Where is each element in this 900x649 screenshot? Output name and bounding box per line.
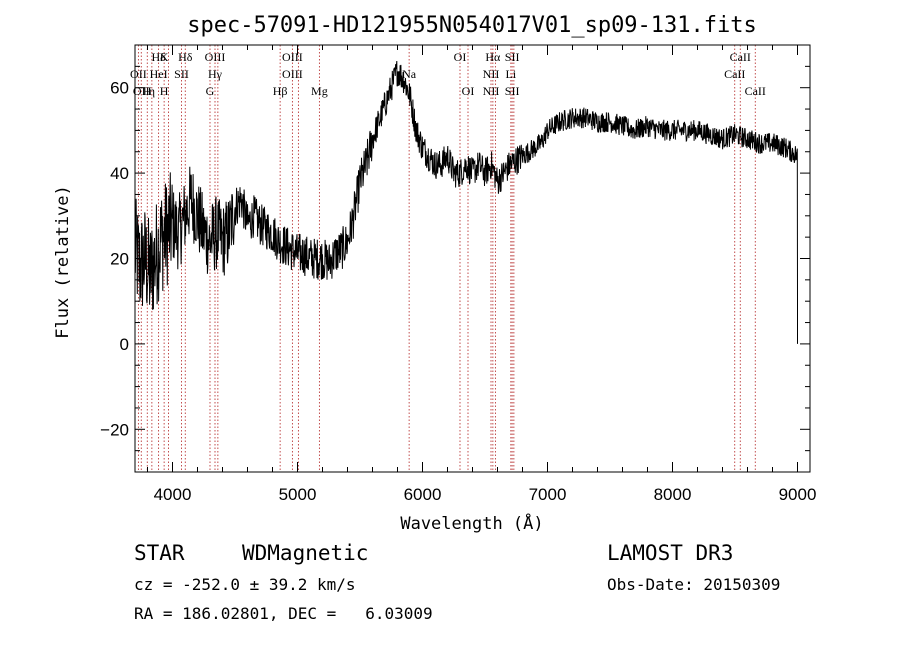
- observation-date: Obs-Date: 20150309: [607, 575, 780, 594]
- line-marker-label: η: [149, 84, 155, 98]
- line-marker-label: SII: [174, 67, 189, 81]
- spectral-line-labels: OIIOIIHηHδHeIKHSIIHδGOIIIHγHβOIIIOIIIMgN…: [130, 50, 766, 98]
- x-tick-label: 9000: [779, 485, 817, 504]
- y-tick-label: 20: [110, 250, 129, 269]
- y-axis-label: Flux (relative): [53, 185, 73, 339]
- y-tick-label: 0: [120, 335, 129, 354]
- line-marker-label: OIII: [205, 50, 226, 64]
- y-axis-ticks: −20 0 20 40 60: [100, 44, 810, 473]
- line-marker-label: OII: [130, 67, 147, 81]
- y-tick-label: 40: [110, 164, 129, 183]
- spectral-line-markers: [137, 45, 756, 472]
- line-marker-label: HeI: [150, 67, 168, 81]
- x-tick-label: 7000: [529, 485, 567, 504]
- spectrum-line: [134, 60, 798, 344]
- line-marker-label: SII: [505, 84, 520, 98]
- line-marker-label: OIII: [282, 50, 303, 64]
- line-marker-label: CaII: [724, 67, 745, 81]
- x-axis-label: Wavelength (Å): [400, 512, 543, 534]
- line-marker-label: Hβ: [273, 84, 288, 98]
- line-marker-label: H: [160, 84, 169, 98]
- line-marker-label: H: [143, 84, 152, 98]
- y-tick-label: −20: [100, 420, 129, 439]
- chart-title: spec-57091-HD121955N054017V01_sp09-131.f…: [187, 13, 757, 38]
- line-marker-label: Hδ: [178, 50, 193, 64]
- line-marker-label: Mg: [311, 84, 328, 98]
- line-marker-label: OI: [454, 50, 467, 64]
- line-marker-label: CaII: [745, 84, 766, 98]
- y-tick-label: 60: [110, 79, 129, 98]
- x-axis-ticks: 4000 5000 6000 7000 8000 9000: [147, 45, 817, 504]
- line-marker-label: G: [206, 84, 215, 98]
- line-marker-label: CaII: [730, 50, 751, 64]
- line-marker-label: OI: [462, 84, 475, 98]
- line-marker-label: OIII: [282, 67, 303, 81]
- line-marker-label: SII: [505, 50, 520, 64]
- x-tick-label: 8000: [654, 485, 692, 504]
- survey-name: LAMOST DR3: [607, 541, 733, 565]
- line-marker-label: K: [160, 50, 169, 64]
- line-marker-label: Hα: [485, 50, 501, 64]
- line-marker-label: Li: [506, 67, 517, 81]
- x-tick-label: 6000: [404, 485, 442, 504]
- object-class: STAR: [134, 541, 185, 565]
- line-marker-label: NII: [483, 84, 500, 98]
- object-subclass: WDMagnetic: [242, 541, 368, 565]
- redshift-cz: cz = -252.0 ± 39.2 km/s: [134, 575, 356, 594]
- line-marker-label: Hγ: [208, 67, 223, 81]
- plot-frame: [134, 44, 811, 473]
- line-marker-label: Na: [402, 67, 417, 81]
- coordinates: RA = 186.02801, DEC = 6.03009: [134, 604, 433, 623]
- x-tick-label: 4000: [154, 485, 192, 504]
- line-marker-label: NII: [483, 67, 500, 81]
- x-tick-label: 5000: [279, 485, 317, 504]
- line-marker-label: Hδ: [151, 50, 166, 64]
